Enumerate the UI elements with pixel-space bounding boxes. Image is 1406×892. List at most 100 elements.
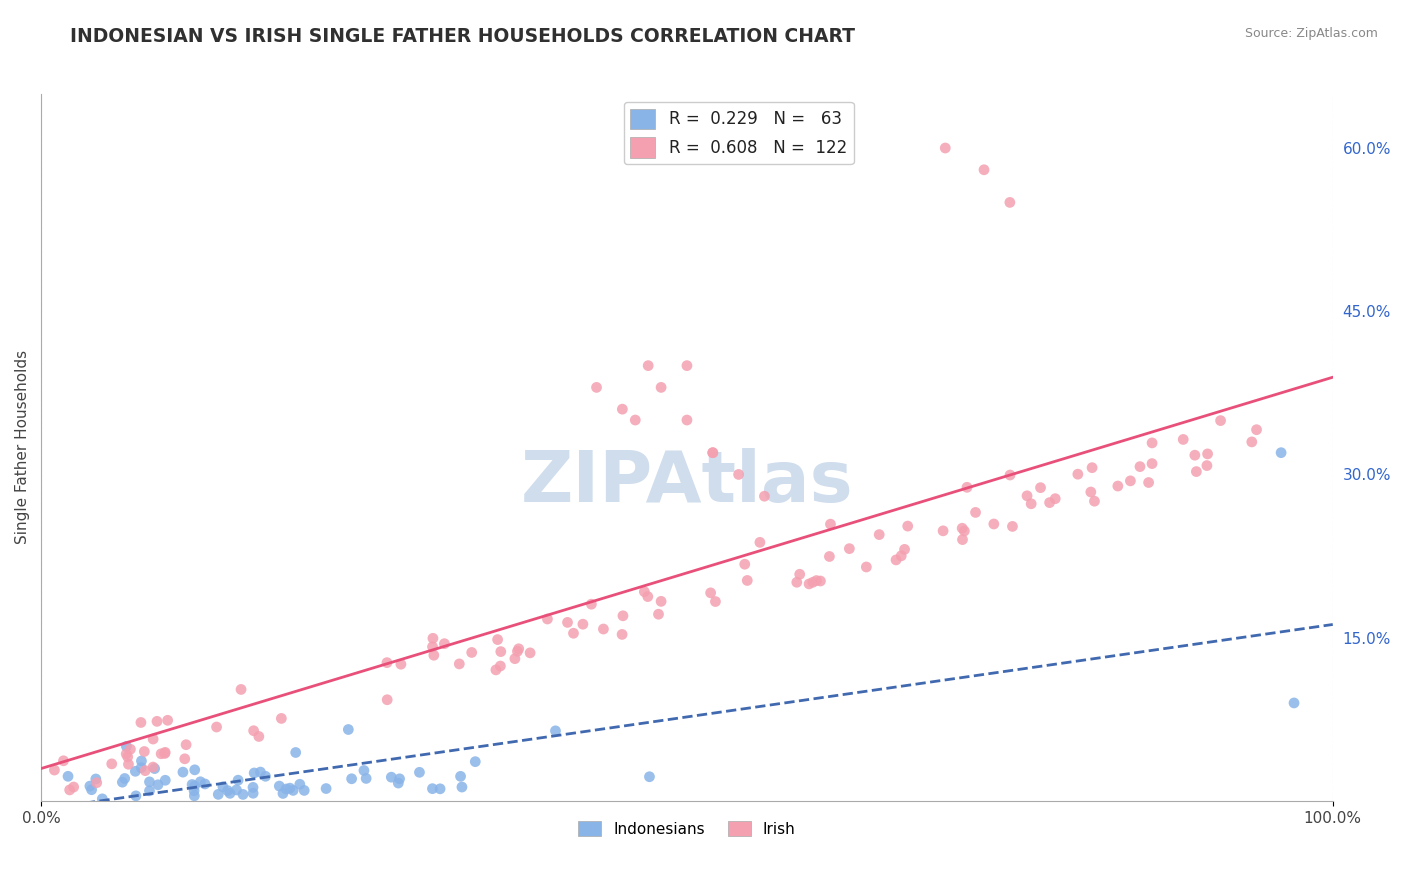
Point	[650, 594, 672, 608]
Point	[380, 770, 402, 784]
Point	[676, 359, 699, 373]
Point	[890, 549, 912, 563]
Point	[219, 786, 242, 800]
Point	[704, 594, 727, 608]
Point	[375, 692, 398, 706]
Point	[934, 141, 956, 155]
Point	[422, 781, 444, 796]
Point	[734, 558, 756, 572]
Point	[952, 533, 974, 547]
Point	[647, 607, 669, 622]
Point	[387, 776, 409, 790]
Point	[146, 714, 169, 729]
Point	[242, 723, 264, 738]
Point	[156, 714, 179, 728]
Point	[1173, 433, 1195, 447]
Text: INDONESIAN VS IRISH SINGLE FATHER HOUSEHOLDS CORRELATION CHART: INDONESIAN VS IRISH SINGLE FATHER HOUSEH…	[70, 27, 855, 45]
Point	[115, 747, 138, 761]
Point	[489, 659, 512, 673]
Point	[735, 574, 758, 588]
Point	[174, 738, 197, 752]
Point	[84, 772, 107, 786]
Point	[44, 763, 66, 777]
Point	[638, 770, 661, 784]
Point	[138, 784, 160, 798]
Point	[727, 467, 749, 482]
Point	[181, 777, 204, 791]
Point	[503, 651, 526, 665]
Point	[562, 626, 585, 640]
Point	[1197, 447, 1219, 461]
Point	[506, 644, 529, 658]
Point	[1107, 479, 1129, 493]
Point	[138, 775, 160, 789]
Point	[699, 586, 721, 600]
Point	[1140, 436, 1163, 450]
Text: Source: ZipAtlas.com: Source: ZipAtlas.com	[1244, 27, 1378, 40]
Point	[801, 575, 824, 590]
Point	[433, 637, 456, 651]
Point	[242, 786, 264, 800]
Point	[337, 723, 360, 737]
Point	[557, 615, 579, 630]
Point	[408, 765, 430, 780]
Point	[100, 756, 122, 771]
Point	[1039, 495, 1062, 509]
Point	[173, 752, 195, 766]
Point	[388, 772, 411, 786]
Point	[269, 779, 291, 793]
Point	[91, 792, 114, 806]
Point	[142, 732, 165, 747]
Point	[650, 380, 672, 394]
Point	[950, 521, 973, 535]
Point	[633, 584, 655, 599]
Point	[1019, 497, 1042, 511]
Point	[485, 663, 508, 677]
Point	[893, 542, 915, 557]
Point	[52, 754, 75, 768]
Point	[838, 541, 860, 556]
Point	[953, 524, 976, 538]
Point	[897, 519, 920, 533]
Point	[217, 783, 239, 797]
Point	[190, 774, 212, 789]
Point	[449, 657, 471, 671]
Point	[1282, 696, 1305, 710]
Point	[423, 648, 446, 663]
Point	[271, 787, 294, 801]
Point	[612, 608, 634, 623]
Point	[536, 612, 558, 626]
Point	[79, 779, 101, 793]
Point	[183, 779, 205, 793]
Point	[134, 764, 156, 778]
Point	[254, 769, 277, 783]
Point	[1129, 459, 1152, 474]
Point	[226, 773, 249, 788]
Point	[56, 769, 79, 783]
Point	[125, 789, 148, 803]
Point	[956, 480, 979, 494]
Point	[172, 765, 194, 780]
Point	[754, 489, 776, 503]
Point	[519, 646, 541, 660]
Point	[150, 747, 173, 761]
Point	[62, 780, 84, 794]
Point	[429, 781, 451, 796]
Point	[249, 765, 271, 780]
Point	[225, 783, 247, 797]
Point	[489, 644, 512, 658]
Point	[1195, 458, 1218, 473]
Point	[544, 723, 567, 738]
Point	[143, 762, 166, 776]
Point	[1184, 448, 1206, 462]
Point	[702, 445, 724, 459]
Point	[1185, 465, 1208, 479]
Point	[1137, 475, 1160, 490]
Point	[292, 783, 315, 797]
Point	[212, 780, 235, 794]
Point	[868, 527, 890, 541]
Point	[624, 413, 647, 427]
Point	[205, 720, 228, 734]
Point	[1029, 481, 1052, 495]
Point	[884, 553, 907, 567]
